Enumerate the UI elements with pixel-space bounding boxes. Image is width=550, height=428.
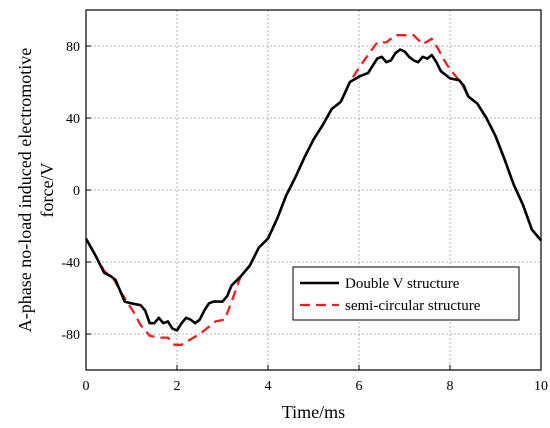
- series-layer: [84, 34, 542, 346]
- y-tick-label: -40: [61, 256, 80, 271]
- y-axis-title: A-phase no-load induced electromotive for…: [15, 48, 57, 332]
- y-axis-title-line-2: force/V: [37, 163, 57, 218]
- y-tick-label: -80: [61, 328, 80, 343]
- y-tick-label: 80: [66, 40, 80, 55]
- x-tick-label: 0: [83, 379, 90, 394]
- y-tick-label: 40: [66, 112, 80, 127]
- axis-ticks: 0 2 4 6 8 10 -80 -40 0 40 80: [61, 40, 548, 394]
- x-tick-label: 8: [447, 379, 454, 394]
- x-tick-label: 6: [356, 379, 363, 394]
- y-tick-label: 0: [73, 184, 80, 199]
- y-axis-title-line-1: A-phase no-load induced electromotive: [15, 48, 35, 332]
- legend: Double V structure semi-circular structu…: [292, 266, 520, 321]
- legend-box: [292, 266, 520, 321]
- x-axis-title: Time/ms: [282, 402, 345, 422]
- legend-label-semi-circular: semi-circular structure: [345, 298, 481, 314]
- legend-label-double-v: Double V structure: [345, 276, 460, 292]
- x-tick-label: 4: [265, 379, 272, 394]
- x-tick-label: 2: [174, 379, 181, 394]
- series-line-double-v: [84, 48, 542, 332]
- x-tick-label: 10: [534, 379, 548, 394]
